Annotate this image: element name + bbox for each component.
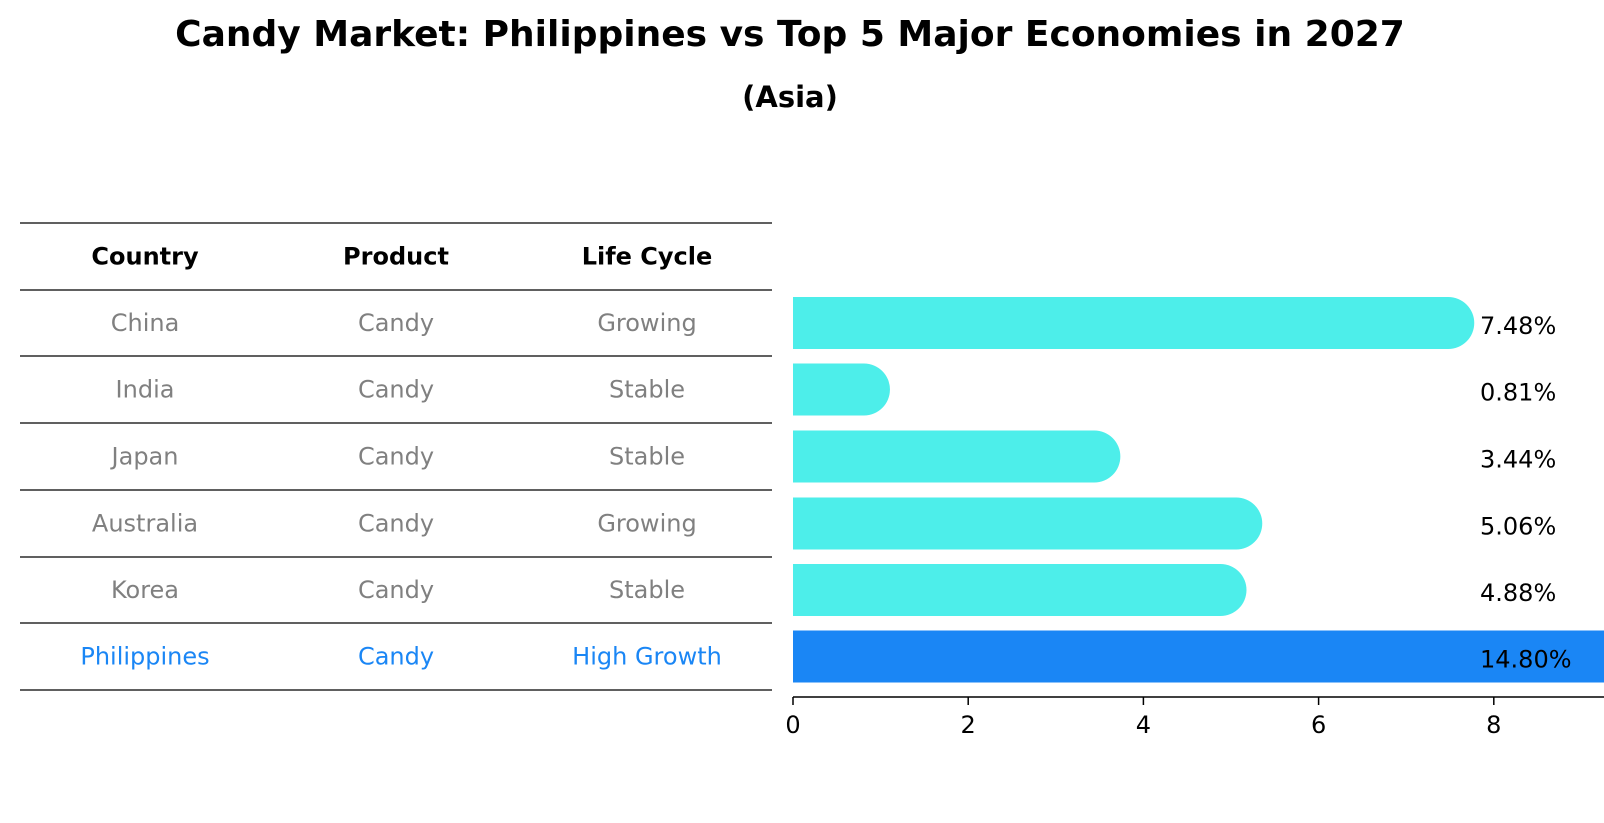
x-axis-tick-label: 8 (1486, 711, 1501, 739)
table-cell-life-cycle: Growing (597, 510, 696, 538)
bar-value-label: 3.44% (1480, 446, 1556, 474)
bar-japan (793, 430, 1121, 483)
table-header-life-cycle: Life Cycle (582, 243, 713, 271)
table-cell-life-cycle: Stable (609, 443, 685, 471)
bar-china (793, 297, 1475, 349)
x-axis-tick-label: 0 (785, 711, 800, 739)
bar-value-label: 7.48% (1480, 312, 1556, 340)
table-cell-product: Candy (358, 309, 434, 337)
table-cell-country: China (111, 309, 180, 337)
table-cell-life-cycle: Growing (597, 309, 696, 337)
x-axis-tick-label: 2 (961, 711, 976, 739)
table-cell-country: Japan (110, 443, 179, 471)
bar-value-label: 4.88% (1480, 579, 1556, 607)
table-cell-life-cycle: High Growth (572, 643, 722, 671)
bar-value-label: 5.06% (1480, 513, 1556, 541)
x-axis-tick-label: 6 (1311, 711, 1326, 739)
bar-india (793, 363, 890, 416)
table-cell-country: Korea (111, 576, 179, 604)
table-header-product: Product (343, 243, 449, 271)
table-cell-product: Candy (358, 376, 434, 404)
bar-value-label: 0.81% (1480, 379, 1556, 407)
table-cell-product: Candy (358, 510, 434, 538)
bar-philippines (793, 630, 1604, 683)
table-cell-life-cycle: Stable (609, 376, 685, 404)
table-cell-country: Australia (92, 510, 198, 538)
chart-subtitle: (Asia) (742, 80, 838, 114)
table-header-country: Country (91, 243, 199, 271)
x-axis-tick-label: 4 (1136, 711, 1151, 739)
table-cell-product: Candy (358, 576, 434, 604)
bar-australia (793, 497, 1263, 550)
table-cell-product: Candy (358, 443, 434, 471)
bar-value-label: 14.80% (1480, 646, 1572, 674)
table-cell-product: Candy (358, 643, 434, 671)
table-cell-life-cycle: Stable (609, 576, 685, 604)
table-cell-country: India (116, 376, 175, 404)
bar-korea (793, 564, 1247, 616)
chart-title: Candy Market: Philippines vs Top 5 Major… (175, 14, 1405, 55)
table-cell-country: Philippines (80, 643, 209, 671)
